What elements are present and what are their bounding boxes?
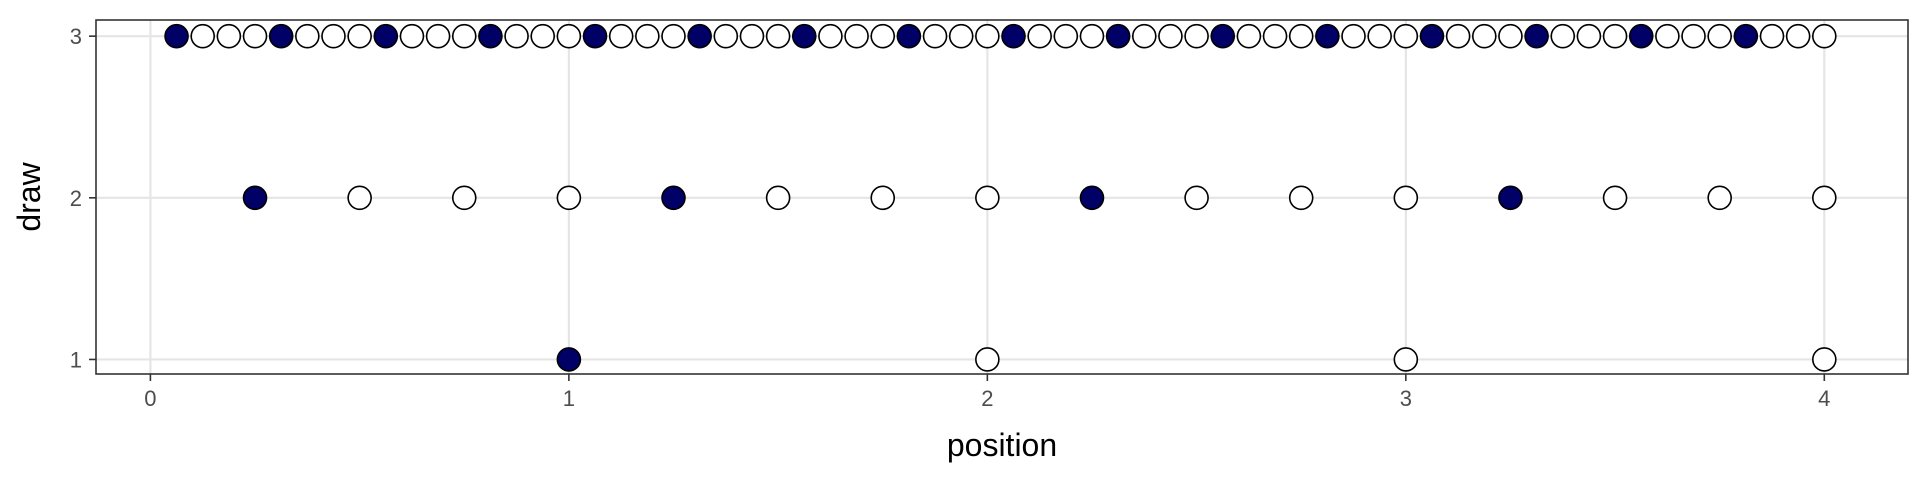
- hollow-point-draw1: [1812, 347, 1837, 372]
- hollow-point-draw3: [1158, 23, 1183, 49]
- hollow-point-draw2: [975, 185, 1000, 211]
- hollow-point-draw3: [1471, 23, 1497, 49]
- x-tick-label: 0: [144, 386, 156, 411]
- filled-point-draw3: [1628, 23, 1654, 49]
- filled-point-draw3: [1105, 23, 1131, 49]
- hollow-point-draw3: [1812, 23, 1837, 49]
- hollow-point-draw2: [1707, 185, 1732, 211]
- hollow-point-draw3: [818, 23, 843, 49]
- y-tick-label: 3: [70, 24, 82, 49]
- hollow-point-draw3: [321, 23, 346, 49]
- hollow-point-draw3: [1445, 23, 1471, 49]
- filled-point-draw3: [687, 23, 712, 49]
- hollow-point-draw3: [347, 23, 372, 49]
- filled-point-draw3: [164, 23, 189, 49]
- hollow-point-draw3: [1053, 23, 1079, 49]
- hollow-point-draw2: [1288, 185, 1314, 211]
- hollow-point-draw3: [1236, 23, 1262, 49]
- filled-point-draw3: [1733, 23, 1759, 49]
- hollow-point-draw3: [1367, 23, 1392, 49]
- panel-border: [95, 19, 1909, 375]
- x-tick-label: 3: [1400, 386, 1412, 411]
- hollow-point-draw3: [1655, 23, 1680, 49]
- hollow-point-draw3: [922, 23, 948, 49]
- hollow-point-draw3: [1602, 23, 1628, 49]
- hollow-point-draw3: [1576, 23, 1602, 49]
- hollow-point-draw1: [975, 347, 1000, 372]
- y-tick-label: 2: [70, 186, 82, 211]
- hollow-point-draw3: [190, 23, 216, 49]
- hollow-point-draw3: [1288, 23, 1314, 49]
- filled-point-draw3: [478, 23, 503, 49]
- hollow-point-draw3: [1393, 23, 1419, 49]
- filled-point-draw3: [791, 23, 817, 49]
- hollow-point-draw2: [1184, 185, 1209, 211]
- hollow-point-draw3: [556, 23, 582, 49]
- filled-point-draw3: [1419, 23, 1445, 49]
- hollow-point-draw3: [948, 23, 974, 49]
- hollow-point-draw3: [661, 23, 686, 49]
- filled-point-draw3: [896, 23, 922, 49]
- x-tick-label: 1: [563, 386, 575, 411]
- hollow-point-draw2: [347, 185, 372, 211]
- hollow-point-draw3: [1498, 23, 1523, 49]
- hollow-point-draw3: [1341, 23, 1366, 49]
- hollow-point-draw3: [870, 23, 896, 49]
- filled-point-draw1: [556, 347, 582, 372]
- hollow-point-draw3: [1759, 23, 1785, 49]
- filled-point-draw3: [373, 23, 399, 49]
- hollow-point-draw3: [1681, 23, 1706, 49]
- hollow-point-draw3: [399, 23, 425, 49]
- axis-layer: 0 1 2 3 4 1 2 3: [70, 24, 1831, 411]
- filled-point-draw3: [582, 23, 608, 49]
- filled-point-draw2: [661, 185, 686, 211]
- hollow-point-draw3: [504, 23, 529, 49]
- hollow-point-draw2: [556, 185, 582, 211]
- filled-point-draw2: [242, 185, 268, 211]
- filled-point-draw2: [1079, 185, 1105, 211]
- filled-point-draw3: [268, 23, 294, 49]
- x-axis-title: position: [947, 427, 1057, 463]
- hollow-point-draw3: [739, 23, 765, 49]
- hollow-point-draw2: [1602, 185, 1628, 211]
- hollow-point-draw3: [295, 23, 320, 49]
- y-tick-label: 1: [70, 347, 82, 372]
- hollow-point-draw1: [1393, 347, 1419, 372]
- hollow-point-draw3: [1785, 23, 1811, 49]
- hollow-point-draw3: [844, 23, 869, 49]
- hollow-point-draw3: [530, 23, 556, 49]
- hollow-point-draw3: [635, 23, 660, 49]
- hollow-point-draw3: [1184, 23, 1209, 49]
- hollow-point-draw3: [1262, 23, 1288, 49]
- hollow-point-draw3: [1027, 23, 1052, 49]
- hollow-point-draw3: [1079, 23, 1105, 49]
- x-tick-label: 2: [981, 386, 993, 411]
- hollow-point-draw3: [216, 23, 242, 49]
- filled-point-draw3: [1001, 23, 1026, 49]
- filled-point-draw3: [1210, 23, 1236, 49]
- hollow-point-draw3: [451, 23, 477, 49]
- x-tick-label: 4: [1818, 386, 1830, 411]
- filled-point-draw3: [1524, 23, 1549, 49]
- hollow-point-draw3: [1131, 23, 1157, 49]
- hollow-point-draw3: [608, 23, 634, 49]
- hollow-point-draw3: [242, 23, 268, 49]
- hollow-point-draw3: [425, 23, 451, 49]
- filled-point-draw3: [1315, 23, 1340, 49]
- hollow-point-draw2: [451, 185, 477, 211]
- filled-point-draw2: [1498, 185, 1523, 211]
- points-layer: [164, 23, 1837, 372]
- hollow-point-draw3: [1550, 23, 1576, 49]
- y-axis-title: draw: [11, 161, 47, 231]
- hollow-point-draw3: [975, 23, 1000, 49]
- hollow-point-draw3: [765, 23, 791, 49]
- hollow-point-draw3: [1707, 23, 1732, 49]
- hollow-point-draw2: [1393, 185, 1419, 211]
- hollow-point-draw2: [765, 185, 791, 211]
- hollow-point-draw2: [1812, 185, 1837, 211]
- hollow-point-draw2: [870, 185, 896, 211]
- hollow-point-draw3: [713, 23, 739, 49]
